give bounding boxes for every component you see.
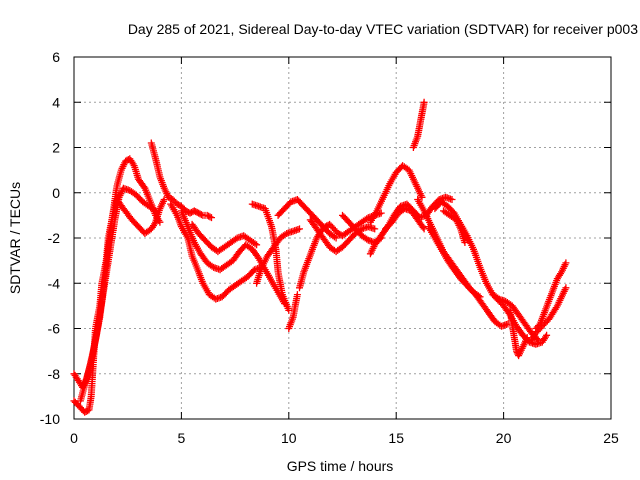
data-point [208, 214, 215, 222]
series-sat-x [506, 306, 531, 360]
grid [74, 57, 611, 419]
data-point [332, 234, 340, 242]
x-tick-label: 20 [496, 430, 512, 446]
y-tick-label: -4 [48, 275, 61, 291]
x-tick-labels: 0 5 10 15 20 25 [70, 430, 619, 446]
data-point [461, 239, 469, 246]
data-point [418, 193, 426, 201]
data-point [474, 292, 482, 300]
x-axis-label: GPS time / hours [287, 458, 394, 474]
series-sat-q [382, 205, 428, 233]
x-tick-label: 10 [281, 430, 297, 446]
y-tick-label: -2 [48, 230, 61, 246]
series-sat-r [409, 98, 428, 151]
x-tick-label: 5 [178, 430, 186, 446]
data-point [197, 211, 205, 219]
series-sat-d [147, 139, 215, 222]
series-sat-s [414, 196, 512, 330]
data-point [534, 336, 542, 344]
series-sat-w [489, 291, 542, 344]
y-tick-label: -8 [48, 366, 61, 382]
data-point [448, 196, 456, 203]
series-sat-v [440, 207, 469, 246]
data-point [156, 218, 164, 226]
series-sat-j [285, 291, 301, 332]
series-sat-z [528, 284, 570, 344]
data-point [293, 291, 301, 299]
y-axis-label: SDTVAR / TECUs [7, 182, 23, 294]
data-series [70, 98, 570, 416]
series-sat-u [431, 198, 551, 348]
y-tick-label: 0 [52, 185, 60, 201]
y-tick-labels: -10 -8 -6 -4 -2 0 2 4 6 [40, 49, 60, 427]
data-point [420, 98, 428, 106]
y-tick-label: 2 [52, 140, 60, 156]
data-point [160, 196, 168, 203]
series-sat-h [248, 200, 293, 314]
y-tick-label: -6 [48, 321, 61, 337]
series-sat-m [306, 216, 379, 256]
data-point [371, 225, 379, 233]
data-point [419, 223, 427, 231]
data-point [562, 259, 570, 267]
data-point [152, 207, 160, 215]
data-point [562, 284, 570, 292]
x-tick-label: 15 [388, 430, 404, 446]
y-tick-label: 6 [52, 49, 60, 65]
y-tick-label: 4 [52, 94, 60, 110]
series-sat-b [70, 155, 164, 391]
series-sat-e [167, 200, 265, 303]
data-point [206, 213, 214, 221]
axis-ticks [73, 56, 612, 420]
x-tick-label: 25 [603, 430, 619, 446]
series-sat-o [366, 162, 426, 226]
chart-title: Day 285 of 2021, Sidereal Day-to-day VTE… [128, 21, 638, 37]
series-sat-g [188, 220, 261, 256]
series-sat-c [76, 184, 160, 405]
series-sat-i [253, 225, 303, 287]
series-sat-l [274, 196, 340, 242]
series-sat-t [424, 223, 484, 301]
y-tick-label: -10 [40, 411, 60, 427]
data-point [251, 240, 259, 248]
data-point [296, 225, 303, 233]
data-point [543, 331, 551, 339]
data-point [150, 206, 158, 214]
data-point [253, 241, 261, 249]
data-point [476, 293, 484, 301]
x-tick-label: 0 [70, 430, 78, 446]
